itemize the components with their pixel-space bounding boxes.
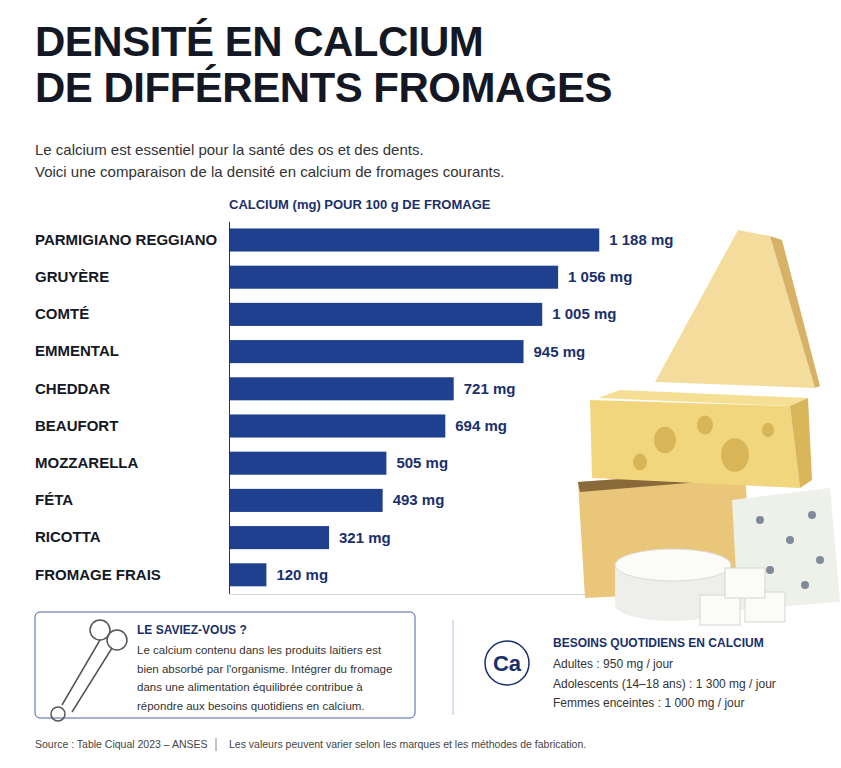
tick: MOZZARELLA [35,454,229,471]
bar [229,563,266,586]
data-label: 1 005 mg [552,305,616,322]
cheese-blue-vein [786,536,794,544]
bone-icon [51,620,127,721]
cheese-emmental-side [790,398,812,488]
data-label: 1 056 mg [568,268,632,285]
bar [229,266,558,289]
bar [229,340,524,363]
tick: BEAUFORT [35,417,229,434]
cheese-blue-vein [801,581,809,589]
tick-label: RICOTTA [35,528,101,545]
footer-note: Les valeurs peuvent varier selon les mar… [229,738,586,750]
data-label: 1 188 mg [609,231,673,248]
chart-title: CALCIUM (mg) POUR 100 g DE FROMAGE [229,197,491,212]
cheese-hole [654,427,676,453]
cheese-emmental [590,400,800,488]
separator [453,620,454,715]
cheese-feta [725,568,765,598]
bone-shaft [62,640,112,712]
x-axis [230,594,604,595]
data-label: 721 mg [464,380,516,397]
info-text: dans une alimentation équilibrée contrib… [137,681,363,693]
needs-text: Adolescents (14–18 ans) : 1 300 mg / jou… [553,677,776,691]
calcium-icon [485,641,529,685]
infographic: DENSITÉ EN CALCIUMDE DIFFÉRENTS FROMAGES… [0,0,841,768]
subtitle: Voici une comparaison de la densité en c… [35,163,504,180]
info-title: LE SAVIEZ-VOUS ? [137,623,247,637]
bone-end [51,707,65,721]
tick: EMMENTAL [35,342,229,359]
needs-text: Adultes : 950 mg / jour [553,657,673,671]
info-box: LE SAVIEZ-VOUS ? Le calcium contenu dans … [35,612,415,721]
bar [229,377,454,400]
bars [229,228,599,586]
tick-label: PARMIGIANO REGGIANO [35,231,218,248]
info-box-frame [35,612,415,718]
cheese-hole [762,423,774,437]
tick: FROMAGE FRAIS [35,566,229,583]
data-label: 945 mg [534,343,586,360]
tick: COMTÉ [35,305,229,322]
tick-label: BEAUFORT [35,417,118,434]
bar [229,452,386,475]
data-label: 694 mg [455,417,507,434]
tick-label: FROMAGE FRAIS [35,566,161,583]
x-axis-line [230,594,604,595]
footer-separator [216,738,217,751]
data-label: 120 mg [276,566,328,583]
tick: PARMIGIANO REGGIANO [35,231,229,248]
data-label: 493 mg [393,491,445,508]
needs-title: BESOINS QUOTIDIENS EN CALCIUM [553,636,764,650]
data-label: 321 mg [339,529,391,546]
info-text: répondre aux besoins quotidiens en calci… [137,700,365,712]
tick-label: CHEDDAR [35,380,110,397]
cheese-hole [721,438,749,472]
tick-label: GRUYÈRE [35,268,109,285]
bone-end [107,630,127,650]
cheese-parmesan [655,230,815,388]
tick-label: MOZZARELLA [35,454,138,471]
cheese-blue-vein [808,511,816,519]
cheese-blue-vein [766,566,774,574]
cheese-fresh-top [615,549,731,581]
needs-text: Femmes enceintes : 1 000 mg / jour [553,696,744,710]
info-text: Le calcium contenu dans les produits lai… [137,644,382,656]
cheese-blue-vein [816,556,824,564]
cheese-feta [700,595,740,625]
cheese-hole [697,415,713,434]
title: DENSITÉ EN CALCIUM [35,18,483,65]
bar [229,414,445,437]
data-label: 505 mg [396,454,448,471]
cheese-blue-vein [756,516,764,524]
tick: FÉTA [35,491,229,508]
background [0,0,841,768]
tick-label: COMTÉ [35,305,89,322]
title: DE DIFFÉRENTS FROMAGES [35,64,612,111]
tick: RICOTTA [35,528,229,545]
tick: CHEDDAR [35,380,229,397]
needs: Ca BESOINS QUOTIDIENS EN CALCIUM Adultes :… [485,636,776,710]
y-axis: PARMIGIANO REGGIANO GRUYÈRE COMTÉ EMMENTAL C… [35,222,230,594]
tick-label: FÉTA [35,491,73,508]
tick: GRUYÈRE [35,268,229,285]
info-text: bien absorbé par l'organisme. Intégrer d… [137,663,392,675]
bar [229,228,599,251]
bar [229,526,329,549]
y-axis-line [229,222,230,594]
bar [229,303,542,326]
cheese-illustration [578,230,840,625]
subtitle: Le calcium est essentiel pour la santé d… [35,141,424,158]
bar [229,489,383,512]
cheese-hole [633,454,647,471]
cheese-parmesan-rind [770,236,820,388]
tick-label: EMMENTAL [35,342,119,359]
calcium-symbol: Ca [493,651,522,676]
source: Source : Table Ciqual 2023 – ANSES [35,738,208,750]
